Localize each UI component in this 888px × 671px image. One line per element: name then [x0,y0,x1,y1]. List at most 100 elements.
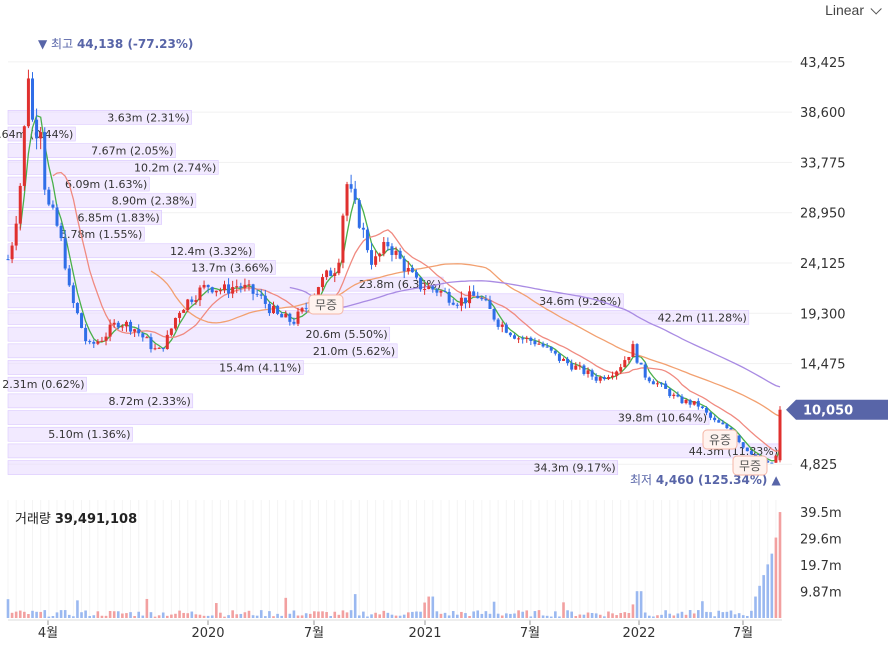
candle-body [594,376,598,381]
volume-bar [509,613,512,618]
last-price-badge [786,399,888,420]
volume-bar [505,613,508,618]
volume-bar [255,615,259,618]
volume-profile-bar [7,326,391,342]
volume-bar [574,616,578,618]
volume-bar [137,611,141,618]
volume-bar [141,615,145,618]
volume-bar [210,615,214,618]
candle-body [124,321,128,327]
volume-bar [746,615,749,618]
candle-body [570,363,574,370]
candle-body [680,396,684,404]
volume-bar [370,614,373,618]
volume-bar [47,616,51,618]
candle-body [476,295,480,299]
volume-bar [697,610,700,618]
event-label: 유증 [709,433,731,447]
volume-bar [676,613,680,618]
volume-bar [349,610,353,618]
candle-body [47,189,51,205]
candle-body [582,365,586,374]
volume-bar [660,614,663,618]
volume-profile-label: 42.2m (11.28%) [658,311,747,324]
volume-bar [27,614,30,618]
volume-bar [664,610,667,618]
volume-bar [341,610,345,618]
candle-body [104,336,108,341]
volume-bar [623,612,627,618]
time-tick-label: 2022 [622,626,655,641]
candle-body [668,388,672,397]
volume-bar [96,611,100,618]
volume-bar [161,612,165,618]
volume-bar [357,615,361,618]
volume-bar [39,611,42,618]
volume-profile-label: 6.85m (1.83%) [77,211,159,224]
volume-bar [35,611,38,618]
candle-body [300,308,304,312]
volume-profile-label: 3.63m (2.31%) [107,111,189,124]
candle-body [361,227,365,230]
volume-bar [774,537,778,618]
scale-selector[interactable]: Linear [825,2,882,18]
candle-body [18,185,22,224]
volume-bar [264,616,267,618]
candle-body [365,229,369,251]
candle-body [541,343,545,347]
candle-body [660,383,664,385]
volume-bar [276,613,279,618]
candle-body [173,317,177,329]
candle-body [6,259,10,261]
volume-bar [219,612,222,618]
volume-bar [227,615,230,618]
candle-body [721,422,725,425]
volume-bar [647,615,651,618]
price-tick-label: 28,950 [800,207,846,222]
volume-bar [382,610,386,618]
volume-bar [362,611,365,618]
low-annotation: 최저 4,460 (125.34%) ▲ [630,473,782,487]
candle-body [35,119,39,139]
candle-body [427,286,431,289]
volume-bar [157,615,161,618]
volume-bar [121,613,124,618]
volume-bar [607,611,610,618]
candle-body [504,324,508,333]
candle-body [574,365,578,370]
candle-body [623,360,627,368]
volume-bar [84,610,87,618]
volume-bar [594,613,598,618]
volume-bar [321,611,324,618]
volume-profile-bar [7,410,710,425]
volume-bar [317,611,320,618]
candle-body [533,340,537,345]
volume-bar [582,614,586,618]
volume-profile-label: 34.6m (9.26%) [539,295,621,308]
volume-bar [129,612,132,618]
candle-body [227,284,231,294]
volume-bar [345,612,349,618]
volume-bar [288,613,292,618]
candle-body [14,223,18,246]
volume-profile-label: 34.3m (9.17%) [533,462,615,475]
volume-bar [541,615,545,618]
candle-body [688,399,692,405]
event-badge [308,294,344,315]
candle-body [512,335,516,339]
candle-body [390,246,394,255]
candle-body [84,328,88,342]
volume-bar [304,613,308,618]
candle-body [700,406,704,408]
volume-bar [353,594,357,618]
volume-bar [476,610,480,618]
candle-body [410,267,414,273]
volume-bar [725,611,729,618]
volume-bar [558,616,561,618]
candle-body [439,290,443,293]
time-tick-label: 7월 [304,626,324,641]
volume-bar [104,615,108,618]
event-label: 무증 [739,459,761,473]
candle-body [10,245,14,260]
